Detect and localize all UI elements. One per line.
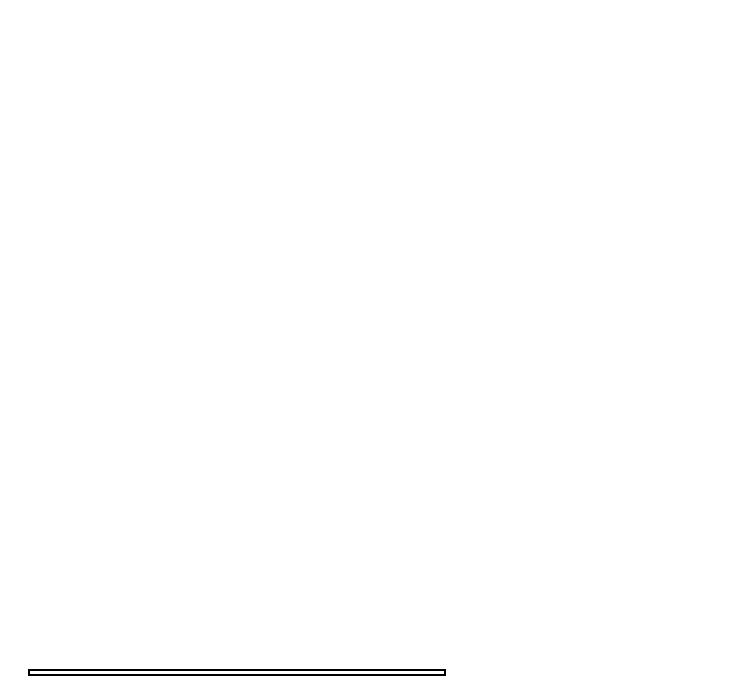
gfs-line-swatch [228, 646, 264, 651]
control-line-swatch [228, 633, 264, 638]
diagram-info-box [28, 669, 446, 676]
mean-line-swatch [35, 642, 73, 648]
